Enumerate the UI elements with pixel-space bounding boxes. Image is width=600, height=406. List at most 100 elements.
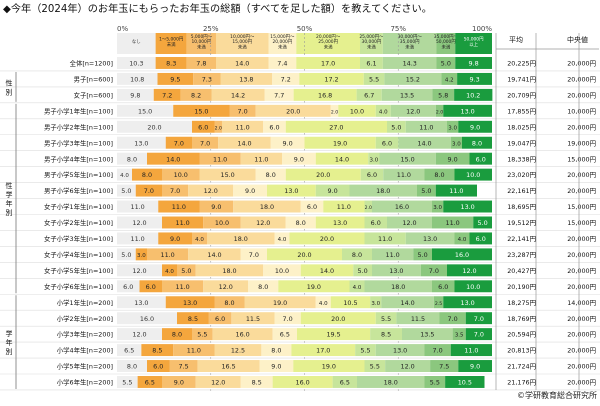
data-label: 4.2 bbox=[445, 78, 454, 84]
bar-segment bbox=[465, 328, 492, 341]
median-value: 19,000円 bbox=[567, 139, 596, 147]
data-label: 13.0 bbox=[134, 299, 148, 307]
legend-label: 未満 bbox=[278, 44, 287, 51]
bar-segment bbox=[293, 360, 365, 372]
data-label: 9.0 bbox=[294, 155, 304, 163]
data-label: 16.0 bbox=[395, 203, 409, 211]
row-label: 女子[n=600] bbox=[74, 90, 113, 99]
data-label: 7.0 bbox=[433, 347, 443, 355]
data-label: 9.0 bbox=[174, 379, 184, 387]
data-label: 7.0 bbox=[448, 315, 458, 323]
data-label: 17.0 bbox=[321, 60, 335, 68]
bar-segment bbox=[364, 200, 372, 213]
legend-label: 5,000円～ bbox=[191, 34, 213, 40]
bar-segment bbox=[424, 376, 446, 388]
row-label: 男子[n=600] bbox=[74, 76, 113, 84]
data-label: 8.5 bbox=[252, 379, 262, 387]
bar-segment bbox=[291, 344, 356, 357]
data-label: 3.0 bbox=[448, 125, 457, 131]
axis-tick-label: 25% bbox=[203, 25, 219, 33]
data-label: 11.0 bbox=[464, 347, 478, 355]
data-label: 11.0 bbox=[337, 203, 351, 211]
bar-segment bbox=[465, 312, 492, 325]
data-label: 8.0 bbox=[142, 171, 152, 179]
bar-segment bbox=[430, 360, 459, 372]
data-label: 8.0 bbox=[127, 363, 137, 371]
bar-segment bbox=[272, 328, 297, 341]
data-label: 9.0 bbox=[470, 123, 480, 131]
bar-segment bbox=[117, 280, 140, 293]
bar-segment bbox=[214, 120, 222, 133]
bar-segment bbox=[338, 104, 376, 117]
data-label: 10.0 bbox=[174, 171, 188, 179]
bar-segment bbox=[199, 168, 256, 181]
bar-segment bbox=[188, 248, 241, 261]
data-label: 7.0 bbox=[429, 267, 439, 275]
mean-value: 20,594円 bbox=[507, 331, 536, 339]
bar-segment bbox=[263, 120, 286, 133]
bar-segment bbox=[372, 264, 421, 277]
data-label: 15.2 bbox=[406, 76, 420, 84]
bar-segment bbox=[233, 184, 267, 197]
bar-segment bbox=[424, 168, 455, 181]
legend-swatch bbox=[360, 33, 383, 54]
bar-segment bbox=[233, 200, 301, 213]
data-label: 7.4 bbox=[277, 60, 287, 68]
data-label: 2.0 bbox=[365, 205, 372, 211]
axis-tick-label: 100% bbox=[472, 25, 492, 33]
data-label: 12.0 bbox=[401, 363, 415, 371]
bar-segment bbox=[173, 344, 215, 357]
data-label: 18.0 bbox=[234, 235, 248, 243]
bar-segment bbox=[381, 88, 433, 101]
bar-segment bbox=[375, 312, 397, 325]
bar-segment bbox=[188, 184, 234, 197]
data-label: 12.5 bbox=[231, 347, 245, 355]
median-value: 15,000円 bbox=[567, 155, 596, 163]
bar-segment bbox=[240, 216, 286, 229]
chart-title: ◆今年（2024年）のお年玉にもらったお年玉の総額（すべてを足した額）を教えてく… bbox=[3, 2, 432, 15]
legend-label: 未満 bbox=[197, 44, 206, 51]
data-label: 13.8 bbox=[239, 76, 253, 84]
legend-label: 未満 bbox=[405, 44, 414, 51]
bar-segment bbox=[432, 248, 492, 261]
data-label: 3.0 bbox=[433, 205, 442, 211]
bar-segment bbox=[214, 344, 262, 357]
bar-segment bbox=[162, 264, 177, 277]
bar-segment bbox=[299, 72, 364, 85]
data-label: 2.5 bbox=[435, 301, 442, 307]
axis-tick-label: 75% bbox=[390, 25, 406, 33]
legend-label: 10,000円～ bbox=[230, 34, 255, 40]
mean-value: 18,695円 bbox=[507, 203, 536, 211]
data-label: 9.8 bbox=[130, 91, 140, 99]
data-label: 8.0 bbox=[434, 171, 444, 179]
mean-value: 20,427円 bbox=[507, 267, 536, 275]
data-label: 10.0 bbox=[215, 219, 229, 227]
data-label: 13.0 bbox=[393, 347, 407, 355]
data-label: 10.0 bbox=[466, 171, 480, 179]
data-label: 2.0 bbox=[436, 109, 443, 115]
bar-segment bbox=[158, 232, 192, 245]
bar-segment bbox=[117, 232, 159, 245]
data-label: 7.5 bbox=[178, 363, 188, 371]
data-label: 5.0 bbox=[418, 251, 428, 259]
data-label: 6.0 bbox=[215, 315, 225, 323]
data-label: 14.0 bbox=[235, 60, 249, 68]
bar-segment bbox=[402, 328, 453, 341]
bar-segment bbox=[165, 296, 215, 309]
row-label: 男子小学1年生[n=100] bbox=[44, 106, 113, 115]
data-label: 11.0 bbox=[187, 347, 201, 355]
legend-label: 15,000円 bbox=[232, 39, 252, 45]
row-label: 男子小学2年生[n=100] bbox=[44, 122, 113, 131]
bar-segment bbox=[157, 72, 194, 85]
median-header: 中央値 bbox=[567, 35, 588, 44]
bar-segment bbox=[117, 296, 166, 309]
data-label: 5.5 bbox=[381, 315, 391, 323]
bar-segment bbox=[413, 248, 432, 261]
bar-segment bbox=[330, 296, 371, 309]
data-label: 10.8 bbox=[130, 76, 144, 84]
bar-segment bbox=[117, 136, 166, 149]
data-label: 11.0 bbox=[236, 123, 250, 131]
row-label: 小学5年生[n=200] bbox=[57, 362, 113, 371]
median-value: 15,000円 bbox=[567, 219, 596, 227]
data-label: 5.5 bbox=[430, 379, 440, 387]
